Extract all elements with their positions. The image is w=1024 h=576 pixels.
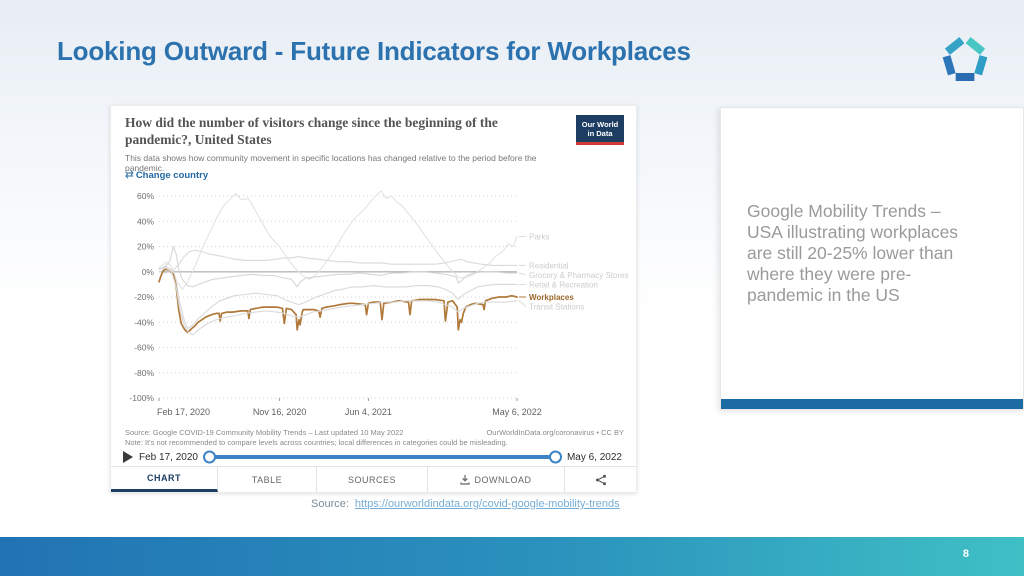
timeline-handle-end[interactable] bbox=[548, 450, 562, 464]
svg-text:Retail & Recreation: Retail & Recreation bbox=[529, 280, 598, 289]
svg-text:Parks: Parks bbox=[529, 232, 549, 241]
chart-tabbar: CHART TABLE SOURCES DOWNLOAD bbox=[111, 466, 636, 492]
tab-sources[interactable]: SOURCES bbox=[317, 467, 428, 492]
commentary-card: Google Mobility Trends – USA illustratin… bbox=[720, 107, 1024, 410]
chart-source-note: Source: Google COVID-19 Community Mobili… bbox=[125, 428, 624, 448]
svg-text:Nov 16, 2020: Nov 16, 2020 bbox=[253, 407, 307, 417]
download-icon bbox=[460, 474, 471, 485]
card-accent-bar bbox=[721, 399, 1023, 409]
page-title: Looking Outward - Future Indicators for … bbox=[57, 36, 691, 66]
swap-arrows-icon: ⇄ bbox=[125, 169, 134, 181]
tab-share[interactable] bbox=[565, 467, 636, 492]
owid-chart-embed: How did the number of visitors change si… bbox=[110, 105, 637, 493]
tab-chart[interactable]: CHART bbox=[111, 467, 218, 492]
svg-text:20%: 20% bbox=[137, 242, 154, 252]
svg-text:Grocery & Pharmacy Stores: Grocery & Pharmacy Stores bbox=[529, 271, 629, 280]
timeline-handle-start[interactable] bbox=[202, 450, 216, 464]
svg-text:-60%: -60% bbox=[134, 343, 154, 353]
owid-logo-line1: Our World bbox=[581, 119, 619, 129]
source-link[interactable]: https://ourworldindata.org/covid-google-… bbox=[354, 498, 620, 510]
svg-text:Residential: Residential bbox=[529, 261, 569, 270]
svg-text:40%: 40% bbox=[137, 216, 154, 226]
owid-logo-line2: in Data bbox=[587, 128, 613, 138]
chart-title: How did the number of visitors change si… bbox=[125, 115, 498, 147]
footer-bar: 8 bbox=[0, 537, 1024, 576]
owid-logo[interactable]: Our World in Data bbox=[576, 115, 624, 145]
svg-text:-20%: -20% bbox=[134, 292, 154, 302]
timeline-end-date: May 6, 2022 bbox=[566, 451, 622, 463]
play-icon[interactable] bbox=[123, 451, 133, 463]
svg-text:-40%: -40% bbox=[134, 317, 154, 327]
source-label: Source: bbox=[311, 498, 349, 510]
svg-text:-100%: -100% bbox=[129, 393, 154, 403]
chart-source-left: Source: Google COVID-19 Community Mobili… bbox=[125, 428, 404, 437]
chart-subtitle: This data shows how community movement i… bbox=[125, 152, 537, 173]
chart-note: Note: It's not recommended to compare le… bbox=[125, 437, 508, 447]
tab-download[interactable]: DOWNLOAD bbox=[428, 467, 565, 492]
page-number: 8 bbox=[962, 548, 969, 560]
svg-text:Jun 4, 2021: Jun 4, 2021 bbox=[345, 407, 392, 417]
svg-text:0%: 0% bbox=[142, 267, 155, 277]
timeline-start-date: Feb 17, 2020 bbox=[139, 451, 198, 463]
change-country-button[interactable]: ⇄ Change country bbox=[125, 169, 209, 181]
pentagon-brand-logo-icon bbox=[942, 36, 988, 81]
share-icon bbox=[595, 474, 606, 485]
svg-text:Transit Stations: Transit Stations bbox=[529, 303, 584, 312]
timeline-slider[interactable] bbox=[202, 450, 562, 464]
svg-text:Workplaces: Workplaces bbox=[529, 293, 574, 302]
slide-source: Source: https://ourworldindata.org/covid-… bbox=[311, 498, 620, 510]
svg-text:May 6, 2022: May 6, 2022 bbox=[492, 407, 542, 417]
mobility-line-chart: 60% 40% 20% 0% -20% -40% -60% -80% -100%Feb 17, … bbox=[129, 190, 629, 417]
timeline-control: Feb 17, 2020 May 6, 2022 bbox=[123, 447, 622, 467]
tab-table[interactable]: TABLE bbox=[218, 467, 317, 492]
chart-header: How did the number of visitors change si… bbox=[125, 115, 564, 173]
svg-text:60%: 60% bbox=[137, 191, 154, 201]
commentary-text: Google Mobility Trends – USA illustratin… bbox=[747, 201, 959, 305]
svg-text:-80%: -80% bbox=[134, 368, 154, 378]
svg-text:Feb 17, 2020: Feb 17, 2020 bbox=[157, 407, 210, 417]
chart-source-right: OurWorldInData.org/coronavirus • CC BY bbox=[486, 428, 624, 437]
plot-area: 60% 40% 20% 0% -20% -40% -60% -80% -100% Feb 17, … bbox=[119, 186, 630, 428]
